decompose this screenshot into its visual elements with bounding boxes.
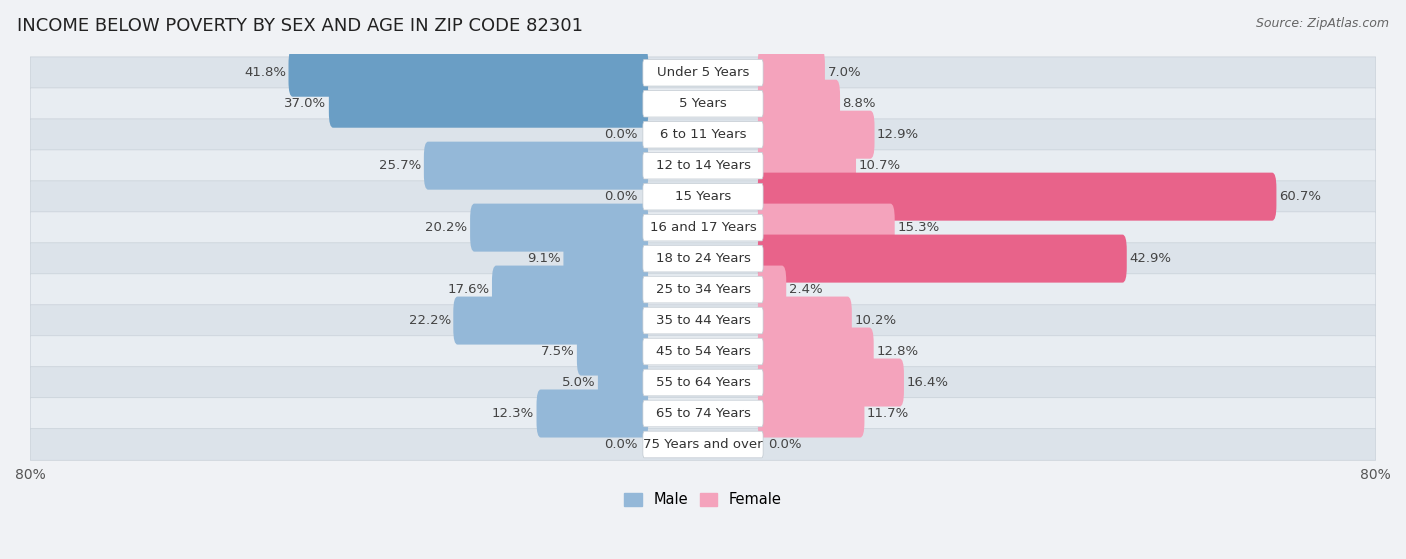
- FancyBboxPatch shape: [537, 390, 648, 438]
- Text: 0.0%: 0.0%: [605, 190, 637, 203]
- FancyBboxPatch shape: [643, 338, 763, 365]
- FancyBboxPatch shape: [758, 173, 1277, 221]
- Text: Source: ZipAtlas.com: Source: ZipAtlas.com: [1256, 17, 1389, 30]
- FancyBboxPatch shape: [643, 369, 763, 396]
- Text: 17.6%: 17.6%: [447, 283, 489, 296]
- Text: 12.3%: 12.3%: [492, 407, 534, 420]
- Text: 20.2%: 20.2%: [426, 221, 468, 234]
- Text: 18 to 24 Years: 18 to 24 Years: [655, 252, 751, 265]
- Text: 12.9%: 12.9%: [877, 128, 920, 141]
- FancyBboxPatch shape: [576, 328, 648, 376]
- Text: 25 to 34 Years: 25 to 34 Years: [655, 283, 751, 296]
- FancyBboxPatch shape: [31, 119, 1375, 150]
- FancyBboxPatch shape: [329, 80, 648, 127]
- FancyBboxPatch shape: [598, 358, 648, 406]
- Text: 2.4%: 2.4%: [789, 283, 823, 296]
- Text: 25.7%: 25.7%: [380, 159, 422, 172]
- FancyBboxPatch shape: [643, 276, 763, 303]
- FancyBboxPatch shape: [31, 397, 1375, 429]
- Text: 10.7%: 10.7%: [859, 159, 901, 172]
- Text: 15.3%: 15.3%: [897, 221, 939, 234]
- FancyBboxPatch shape: [31, 305, 1375, 337]
- FancyBboxPatch shape: [758, 49, 825, 97]
- FancyBboxPatch shape: [758, 358, 904, 406]
- Text: 11.7%: 11.7%: [868, 407, 910, 420]
- FancyBboxPatch shape: [643, 245, 763, 272]
- Text: 22.2%: 22.2%: [409, 314, 451, 327]
- FancyBboxPatch shape: [453, 297, 648, 344]
- Text: 45 to 54 Years: 45 to 54 Years: [655, 345, 751, 358]
- Text: 5.0%: 5.0%: [562, 376, 595, 389]
- FancyBboxPatch shape: [470, 203, 648, 252]
- FancyBboxPatch shape: [758, 297, 852, 344]
- Text: 42.9%: 42.9%: [1129, 252, 1171, 265]
- Text: 37.0%: 37.0%: [284, 97, 326, 110]
- Text: 35 to 44 Years: 35 to 44 Years: [655, 314, 751, 327]
- FancyBboxPatch shape: [31, 88, 1375, 120]
- Text: 6 to 11 Years: 6 to 11 Years: [659, 128, 747, 141]
- Text: 0.0%: 0.0%: [769, 438, 801, 451]
- FancyBboxPatch shape: [31, 243, 1375, 274]
- FancyBboxPatch shape: [643, 153, 763, 179]
- FancyBboxPatch shape: [758, 141, 856, 190]
- Text: INCOME BELOW POVERTY BY SEX AND AGE IN ZIP CODE 82301: INCOME BELOW POVERTY BY SEX AND AGE IN Z…: [17, 17, 583, 35]
- FancyBboxPatch shape: [758, 111, 875, 159]
- FancyBboxPatch shape: [643, 214, 763, 241]
- Text: 16 and 17 Years: 16 and 17 Years: [650, 221, 756, 234]
- FancyBboxPatch shape: [564, 235, 648, 283]
- Text: 5 Years: 5 Years: [679, 97, 727, 110]
- FancyBboxPatch shape: [643, 431, 763, 458]
- Text: 41.8%: 41.8%: [245, 66, 285, 79]
- FancyBboxPatch shape: [758, 328, 873, 376]
- Text: 15 Years: 15 Years: [675, 190, 731, 203]
- Text: 10.2%: 10.2%: [855, 314, 897, 327]
- FancyBboxPatch shape: [643, 400, 763, 427]
- FancyBboxPatch shape: [758, 203, 894, 252]
- FancyBboxPatch shape: [31, 274, 1375, 305]
- Text: 9.1%: 9.1%: [527, 252, 561, 265]
- Text: 12 to 14 Years: 12 to 14 Years: [655, 159, 751, 172]
- FancyBboxPatch shape: [423, 141, 648, 190]
- FancyBboxPatch shape: [31, 181, 1375, 212]
- Text: 16.4%: 16.4%: [907, 376, 949, 389]
- Text: 0.0%: 0.0%: [605, 438, 637, 451]
- FancyBboxPatch shape: [31, 57, 1375, 88]
- Text: 65 to 74 Years: 65 to 74 Years: [655, 407, 751, 420]
- Text: Under 5 Years: Under 5 Years: [657, 66, 749, 79]
- FancyBboxPatch shape: [758, 80, 839, 127]
- FancyBboxPatch shape: [643, 183, 763, 210]
- FancyBboxPatch shape: [31, 336, 1375, 367]
- Text: 0.0%: 0.0%: [605, 128, 637, 141]
- FancyBboxPatch shape: [643, 121, 763, 148]
- Text: 55 to 64 Years: 55 to 64 Years: [655, 376, 751, 389]
- Text: 8.8%: 8.8%: [842, 97, 876, 110]
- FancyBboxPatch shape: [643, 307, 763, 334]
- FancyBboxPatch shape: [643, 59, 763, 86]
- Text: 7.0%: 7.0%: [828, 66, 860, 79]
- FancyBboxPatch shape: [758, 390, 865, 438]
- FancyBboxPatch shape: [31, 212, 1375, 243]
- FancyBboxPatch shape: [31, 429, 1375, 460]
- FancyBboxPatch shape: [758, 266, 786, 314]
- FancyBboxPatch shape: [643, 91, 763, 117]
- Text: 60.7%: 60.7%: [1279, 190, 1320, 203]
- FancyBboxPatch shape: [31, 150, 1375, 182]
- FancyBboxPatch shape: [492, 266, 648, 314]
- FancyBboxPatch shape: [758, 235, 1126, 283]
- Legend: Male, Female: Male, Female: [619, 486, 787, 513]
- Text: 7.5%: 7.5%: [541, 345, 575, 358]
- FancyBboxPatch shape: [288, 49, 648, 97]
- FancyBboxPatch shape: [31, 367, 1375, 399]
- Text: 12.8%: 12.8%: [876, 345, 918, 358]
- Text: 75 Years and over: 75 Years and over: [643, 438, 763, 451]
